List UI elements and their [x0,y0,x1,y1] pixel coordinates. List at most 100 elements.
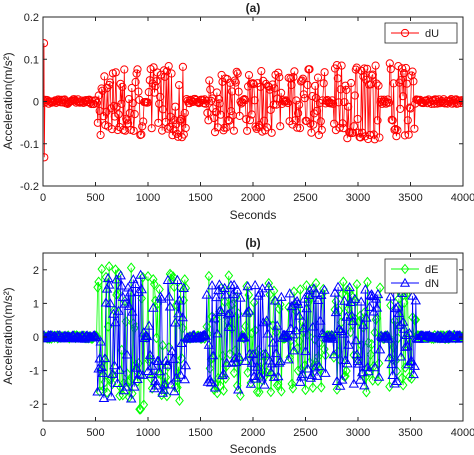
data-point-dU [371,61,380,70]
data-point-dN [125,393,137,403]
data-point-dN [243,305,255,315]
data-point-dU [106,78,115,87]
data-point-dE [139,399,149,411]
x-tick-label: 1000 [136,427,160,439]
data-point-dN [267,337,279,347]
data-point-dN [141,330,153,341]
data-point-dU [295,100,304,109]
panel-b-legend: dE dN [384,258,458,294]
data-point-dU [409,77,418,86]
data-point-dE [363,276,372,288]
data-point-dE [149,278,159,290]
x-tick-label: 2000 [241,192,265,204]
data-point-dU [299,90,308,99]
data-point-dU [158,105,168,114]
panel-a-y-axis-title: Acceleration(m/s²) [1,52,15,149]
data-point-dN [245,378,257,388]
data-point-dU [93,118,102,127]
data-point-dE [121,316,131,327]
data-point-dU [287,80,296,90]
data-point-dN [406,355,417,365]
data-point-dE [313,351,323,363]
data-point-dE [332,384,342,395]
data-point-dN [170,317,181,327]
data-point-dN [355,296,367,306]
data-point-dU [309,120,318,129]
data-point-dN [283,354,294,364]
x-tick-label: 1500 [188,427,212,439]
data-point-dE [224,270,234,282]
data-point-dU [313,73,323,82]
data-point-dU [403,116,412,125]
data-point-dU [174,132,183,141]
data-point-dU [92,98,102,108]
data-point-dU [245,116,255,125]
panel-b-data [43,261,463,415]
data-point-dU [282,97,291,106]
data-point-dU [134,87,143,96]
data-point-dU [457,96,463,105]
data-point-dU [305,65,314,74]
data-point-dU [360,64,369,73]
data-point-dN [298,323,309,333]
data-point-dE [168,271,178,283]
data-point-dN [386,358,397,369]
data-point-dN [409,360,420,370]
data-point-dN [350,335,362,345]
data-point-dE [229,367,239,379]
data-point-dN [259,379,270,389]
data-point-dU [295,124,305,133]
data-point-dN [410,295,422,305]
data-point-dN [234,351,245,361]
data-point-dE [122,368,132,379]
data-point-dU [338,119,347,128]
data-point-dU [407,71,416,80]
data-point-dU [211,108,220,117]
data-point-dN [115,270,126,280]
data-point-dU [117,99,126,108]
data-point-dE [375,282,385,294]
data-point-dU [216,110,225,119]
y-tick-label: 1 [33,298,39,310]
data-point-dE [148,273,158,285]
data-point-dN [319,284,330,294]
data-point-dN [402,341,413,351]
data-point-dU [290,67,299,76]
data-point-dN [239,332,250,342]
data-point-dE [275,299,285,310]
data-point-dE [320,343,329,355]
data-point-dN [284,288,296,298]
data-point-dE [301,384,310,396]
data-point-dU [168,131,177,140]
data-point-dU [231,78,240,87]
data-point-dN [223,321,235,331]
x-tick-label: 0 [40,192,46,204]
data-point-dE [136,403,145,415]
data-point-dN [399,341,411,351]
data-point-dU [303,80,312,90]
data-point-dN [216,306,227,316]
data-point-dN [50,331,61,342]
data-point-dU [400,131,409,140]
data-point-dE [277,385,286,397]
data-point-dN [147,302,159,312]
legend-marker-dU [400,28,410,38]
data-point-dN [249,279,261,290]
data-point-dE [285,352,295,363]
data-point-dN [114,364,125,374]
data-point-dN [229,353,241,363]
data-point-dN [171,372,182,382]
legend-box [384,22,458,44]
x-tick-label: 2500 [293,427,317,439]
data-point-dE [143,271,153,282]
data-point-dU [249,79,258,89]
data-point-dN [280,330,291,340]
data-point-dN [404,327,415,338]
x-tick-label: 3000 [346,192,370,204]
data-point-dU [396,104,405,114]
data-point-dN [334,380,346,390]
data-point-dN [177,311,188,322]
data-point-dE [405,371,414,383]
data-point-dE [244,289,254,301]
data-point-dU [178,62,187,72]
